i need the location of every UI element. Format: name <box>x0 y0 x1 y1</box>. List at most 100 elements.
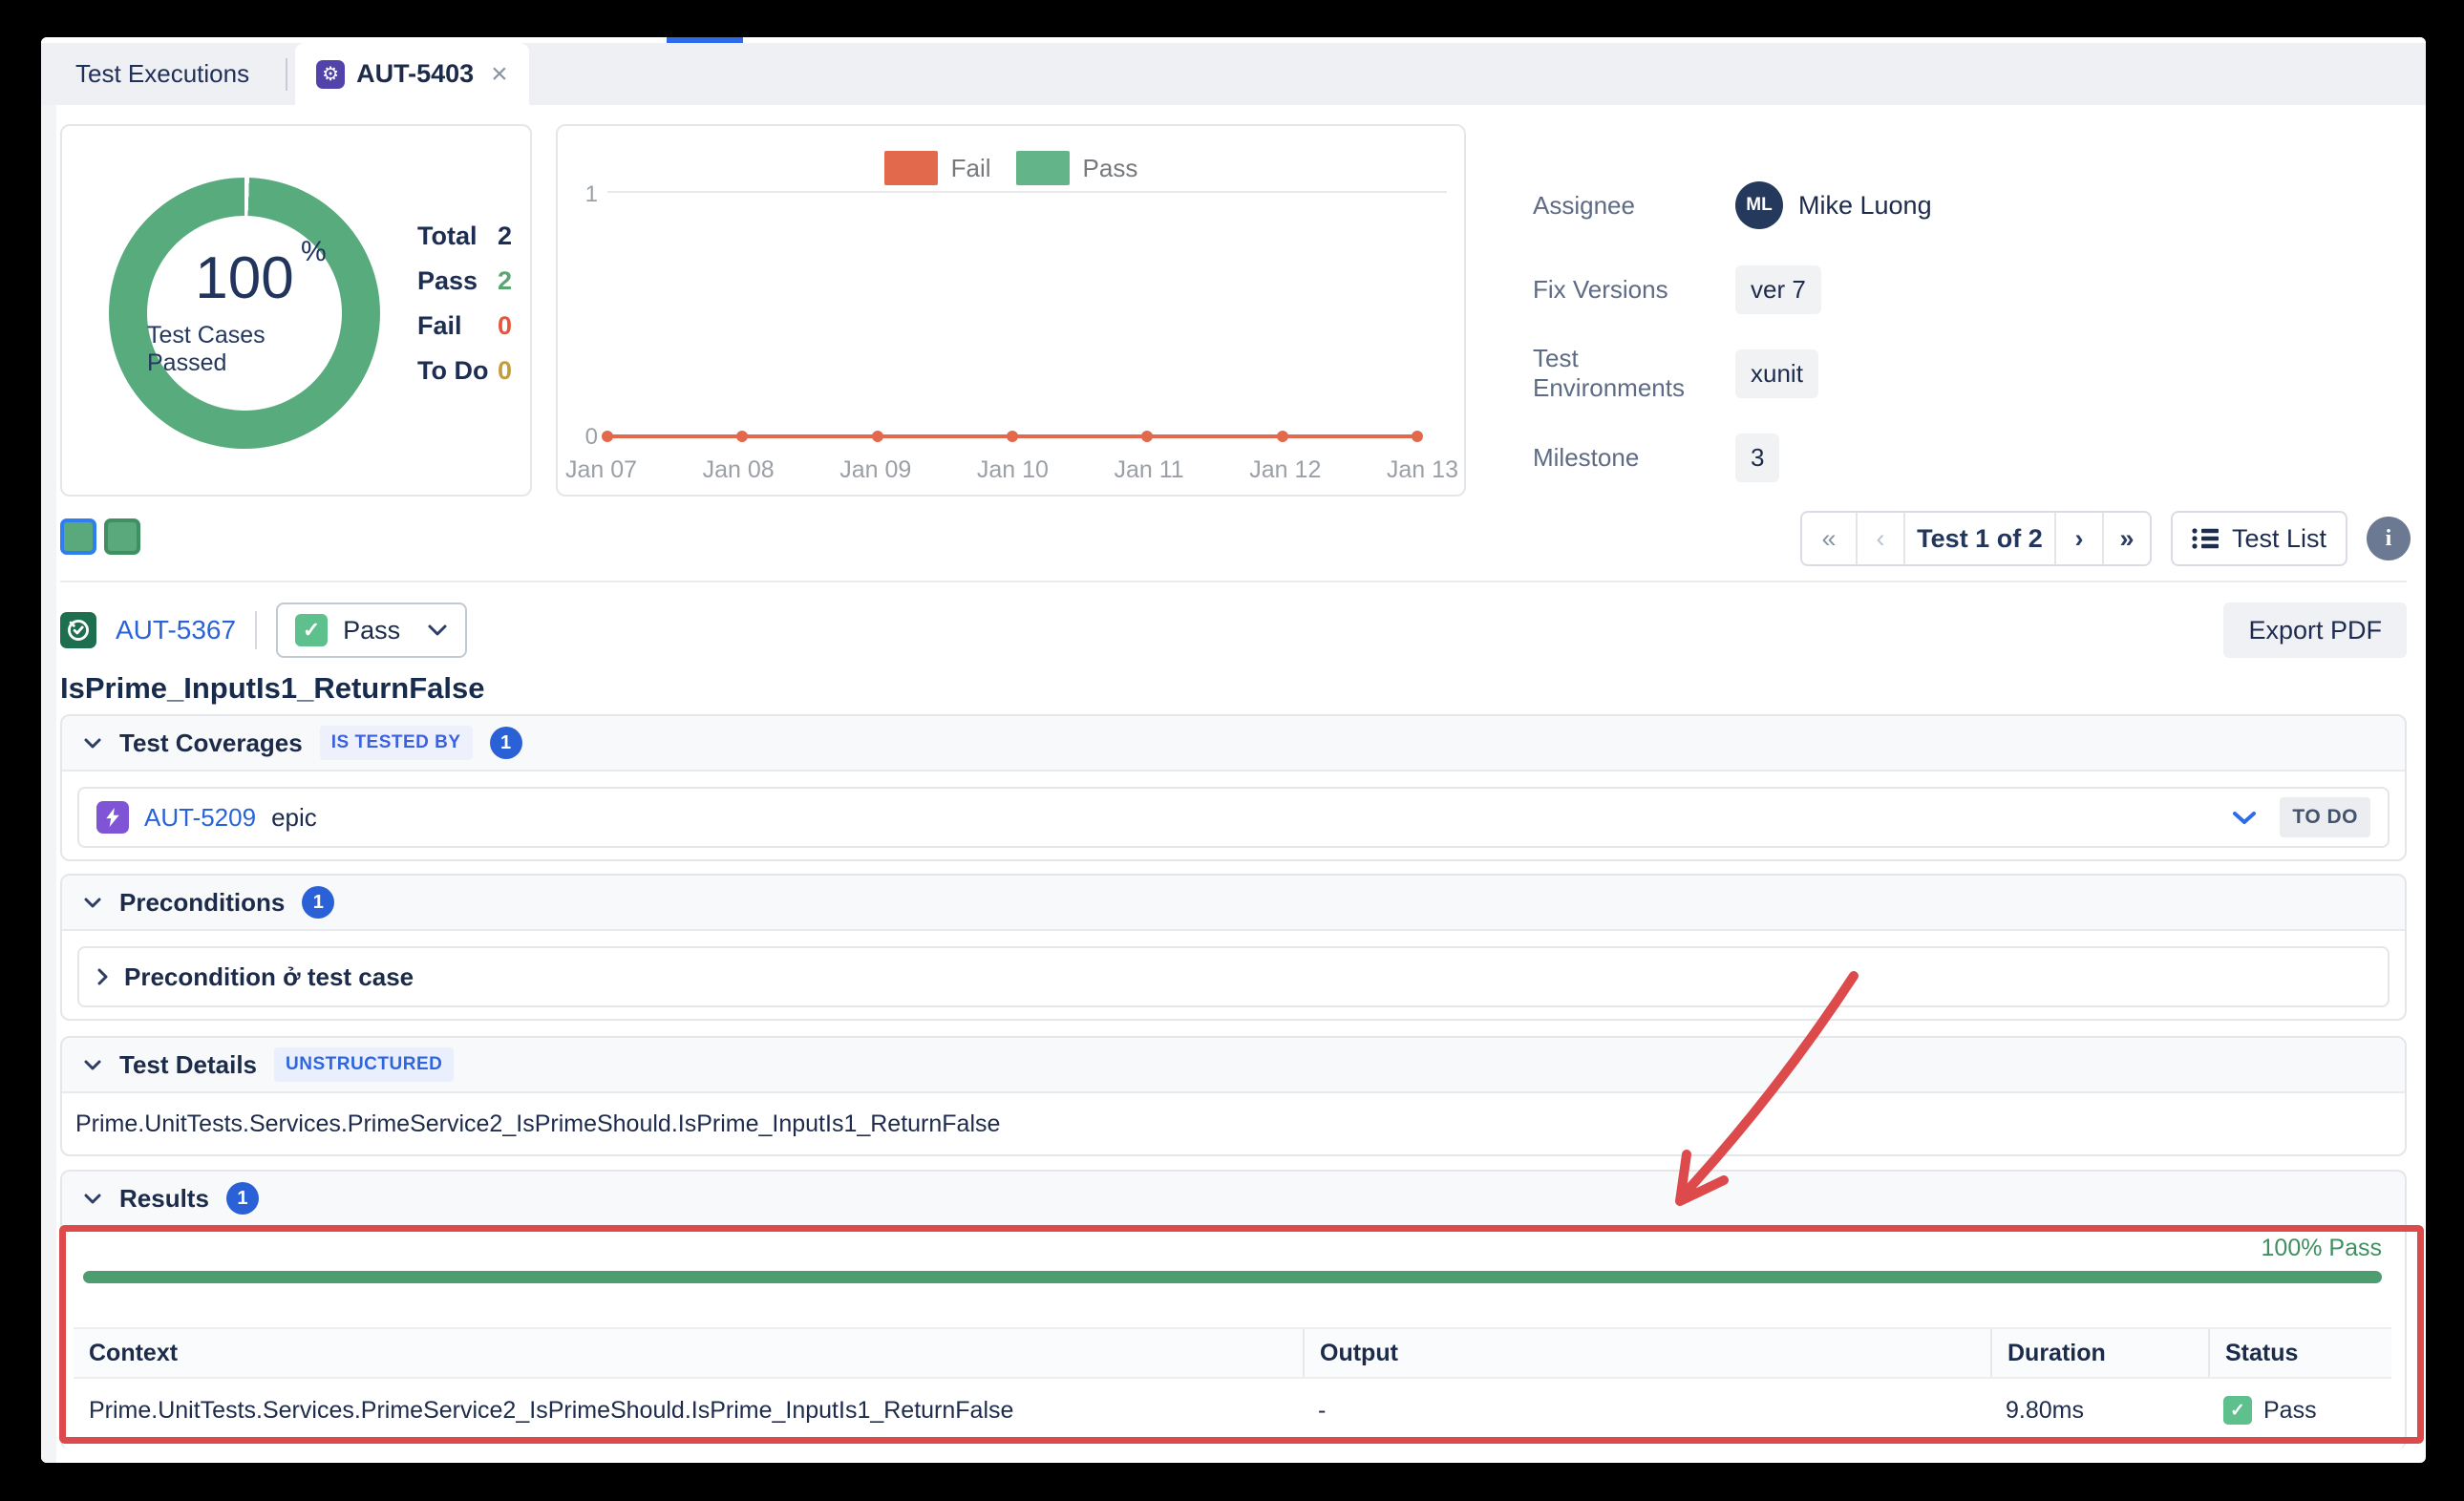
list-icon <box>2192 528 2219 549</box>
chevron-down-icon <box>84 898 101 907</box>
field-assignee: Assignee ML Mike Luong <box>1533 178 1932 233</box>
stat-todo: To Do 0 <box>417 356 513 385</box>
summary-panel: 100 % Test Cases Passed Total 2 Pass 2 F… <box>60 124 532 497</box>
results-header[interactable]: Results 1 <box>62 1172 2405 1227</box>
data-point <box>1411 431 1423 442</box>
data-point <box>1006 431 1018 442</box>
results-table-header: Context Output Duration Status <box>74 1327 2391 1379</box>
data-point <box>871 431 883 442</box>
chevron-down-icon <box>428 624 447 636</box>
results-table: Context Output Duration Status Prime.Uni… <box>74 1327 2391 1442</box>
x-tick-label: Jan 12 <box>1249 456 1322 483</box>
tab-aut-5403[interactable]: ⚙ AUT-5403 × <box>295 43 529 105</box>
chevron-right-icon[interactable] <box>96 967 109 986</box>
stat-pass: Pass 2 <box>417 266 513 295</box>
pass-check-icon: ✓ <box>295 614 329 646</box>
test-details-header[interactable]: Test Details UNSTRUCTURED <box>62 1038 2405 1093</box>
test-list-button[interactable]: Test List <box>2170 511 2347 566</box>
donut-percent-sign: % <box>301 236 327 267</box>
is-tested-by-badge: IS TESTED BY <box>319 726 473 760</box>
window-top-strip <box>41 37 2426 43</box>
field-test-environments: Test Environments xunit <box>1533 344 1932 402</box>
test-definition-text: Prime.UnitTests.Services.PrimeService2_I… <box>75 1110 1001 1137</box>
chevron-down-icon <box>84 738 101 748</box>
table-row: Prime.UnitTests.Services.PrimeService2_I… <box>74 1379 2391 1442</box>
test-status-square[interactable] <box>104 518 140 555</box>
assignee-name: Mike Luong <box>1798 190 1932 220</box>
x-tick-label: Jan 09 <box>839 456 912 483</box>
chevron-down-icon[interactable] <box>2232 811 2257 825</box>
page-title: IsPrime_InputIs1_ReturnFalse <box>60 671 485 705</box>
output-cell: - <box>1318 1396 1327 1424</box>
data-point <box>602 431 613 442</box>
close-icon[interactable]: × <box>491 57 508 90</box>
ytick-1: 1 <box>584 181 598 207</box>
stat-total: Total 2 <box>417 222 513 250</box>
tab-label: AUT-5403 <box>356 59 475 88</box>
x-tick-label: Jan 07 <box>565 456 638 483</box>
section-divider <box>60 581 2407 582</box>
tab-bar: Test Executions ⚙ AUT-5403 × <box>41 43 2426 105</box>
detail-fields: Assignee ML Mike Luong Fix Versions ver … <box>1533 178 1932 485</box>
preconditions-body: Precondition ở test case <box>62 931 2405 1023</box>
info-icon[interactable]: i <box>2367 517 2411 560</box>
test-pagination-toolbar: « ‹ Test 1 of 2 › » Test List i <box>1799 511 2411 566</box>
results-count-badge: 1 <box>225 1182 259 1215</box>
field-milestone: Milestone 3 <box>1533 430 1932 485</box>
series-points <box>602 431 1423 442</box>
donut-caption: Test Cases Passed <box>147 322 266 376</box>
pass-progress-bar <box>83 1271 2382 1283</box>
data-point <box>736 431 749 442</box>
precondition-row[interactable]: Precondition ở test case <box>77 946 2390 1007</box>
x-tick-label: Jan 13 <box>1386 456 1458 483</box>
page-indicator: Test 1 of 2 <box>1902 513 2054 564</box>
coverage-key-link[interactable]: AUT-5209 <box>144 802 257 832</box>
x-axis-labels: Jan 07 Jan 08 Jan 09 Jan 10 Jan 11 Jan 12 Jan … <box>565 456 1458 484</box>
section-test-coverages: Test Coverages IS TESTED BY 1 AUT-5209 e… <box>60 714 2407 861</box>
tab-test-executions[interactable]: Test Executions <box>75 59 250 88</box>
data-point <box>1141 431 1154 442</box>
duration-cell: 9.80ms <box>2006 1396 2084 1424</box>
legend-fail: Fail <box>883 151 991 185</box>
coverage-item-right: TO DO <box>2232 797 2370 837</box>
export-pdf-button[interactable]: Export PDF <box>2223 603 2407 658</box>
test-status-square-selected[interactable] <box>60 518 96 555</box>
section-test-details: Test Details UNSTRUCTURED Prime.UnitTest… <box>60 1036 2407 1156</box>
coverage-item-name: epic <box>271 802 317 832</box>
chevron-down-icon <box>84 1060 101 1069</box>
test-type-icon <box>60 612 96 648</box>
gridline-1 <box>607 191 1447 193</box>
x-tick-label: Jan 11 <box>1114 456 1184 483</box>
preconditions-header[interactable]: Preconditions 1 <box>62 876 2405 931</box>
coverage-item-row[interactable]: AUT-5209 epic TO DO <box>77 787 2390 848</box>
chart-legend: Fail Pass <box>558 151 1464 185</box>
last-test-button[interactable]: » <box>2101 513 2150 564</box>
status-cell: ✓ Pass <box>2208 1396 2391 1425</box>
app-window: Test Executions ⚙ AUT-5403 × 100 % Test … <box>41 37 2426 1463</box>
chevron-down-icon <box>84 1194 101 1203</box>
trend-chart-panel: Fail Pass 1 0 Jan 07 Jan 08 Jan 09 Jan 10 Ja… <box>556 124 1466 497</box>
execution-details-panel: Assignee ML Mike Luong Fix Versions ver … <box>1493 124 2407 497</box>
next-test-button[interactable]: › <box>2053 513 2102 564</box>
test-environment-chip: xunit <box>1735 349 1818 398</box>
left-gutter <box>41 105 56 1463</box>
test-coverages-header[interactable]: Test Coverages IS TESTED BY 1 <box>62 716 2405 772</box>
fix-version-chip: ver 7 <box>1735 264 1821 314</box>
coverages-body: AUT-5209 epic TO DO <box>62 772 2405 863</box>
donut-chart: 100 % Test Cases Passed <box>109 178 380 449</box>
avatar: ML <box>1735 181 1783 229</box>
data-point <box>1276 431 1288 442</box>
ytick-0: 0 <box>584 424 598 450</box>
pager: « ‹ Test 1 of 2 › » <box>1799 511 2152 566</box>
todo-status-badge[interactable]: TO DO <box>2280 797 2370 837</box>
donut-percent: 100 <box>195 245 294 311</box>
previous-test-button[interactable]: ‹ <box>1855 513 1903 564</box>
milestone-chip: 3 <box>1735 433 1780 482</box>
context-cell: Prime.UnitTests.Services.PrimeService2_I… <box>89 1396 1014 1424</box>
donut-center: 100 % Test Cases Passed <box>147 216 342 411</box>
test-status-dropdown[interactable]: ✓ Pass <box>276 603 468 658</box>
test-key-link[interactable]: AUT-5367 <box>116 615 237 645</box>
unstructured-badge: UNSTRUCTURED <box>274 1047 455 1082</box>
first-test-button[interactable]: « <box>1821 523 1837 553</box>
